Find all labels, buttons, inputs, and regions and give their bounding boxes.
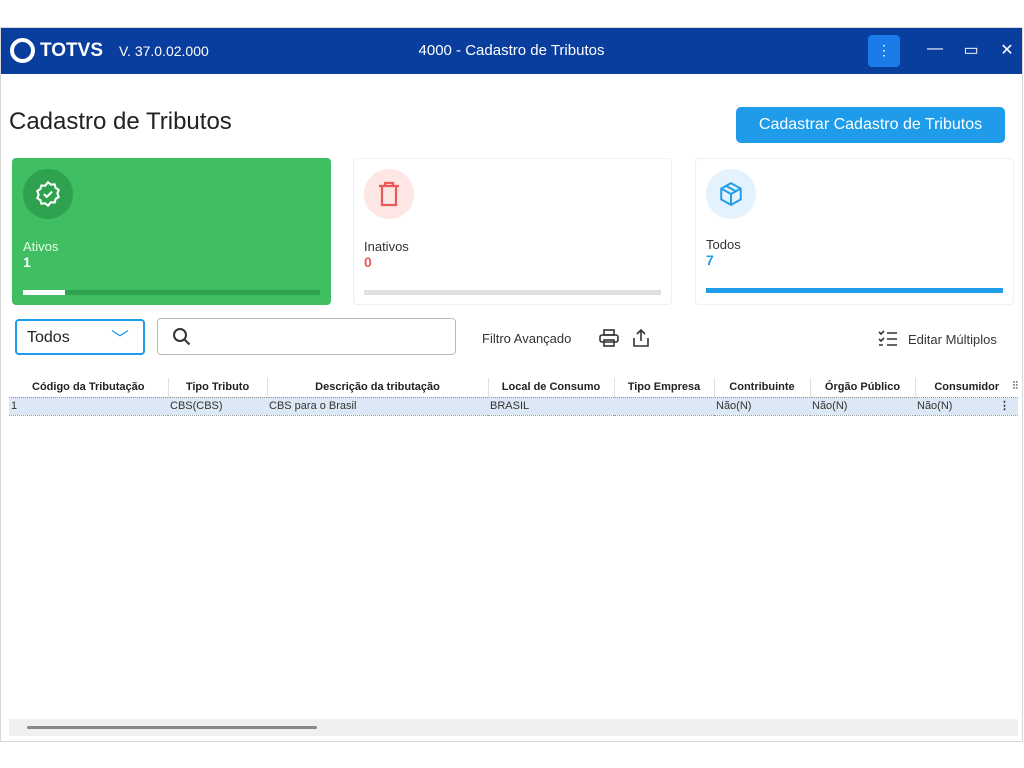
page-title: Cadastro de Tributos <box>9 108 232 135</box>
column-header-label: Consumidor <box>934 381 1000 394</box>
totvs-logo: TOTVS <box>10 38 103 63</box>
print-icon[interactable] <box>599 329 619 347</box>
row-actions-icon[interactable]: ⋮ <box>999 399 1010 412</box>
box-icon <box>706 169 756 219</box>
cell: Não(N) <box>810 396 915 416</box>
card-ativos[interactable]: Ativos 1 <box>12 158 331 305</box>
card-inativos[interactable]: Inativos 0 <box>353 158 672 305</box>
title-bar: TOTVS V. 37.0.02.000 4000 - Cadastro de … <box>1 28 1022 74</box>
table-row[interactable]: 1 CBS(CBS) CBS para o Brasil BRASIL Não(… <box>9 396 1018 416</box>
search-input[interactable] <box>157 318 456 355</box>
progress-bar <box>23 290 320 295</box>
column-header[interactable]: Tipo Empresa <box>614 378 715 397</box>
status-select[interactable]: Todos ﹀ <box>15 319 145 355</box>
edit-multiple-button[interactable]: Editar Múltiplos <box>908 332 997 347</box>
card-todos[interactable]: Todos 7 <box>695 158 1014 305</box>
brand-name: TOTVS <box>40 39 103 61</box>
checklist-icon <box>878 330 897 346</box>
progress-bar <box>364 290 661 295</box>
card-label: Inativos <box>364 239 409 254</box>
create-tributo-button[interactable]: Cadastrar Cadastro de Tributos <box>736 107 1005 143</box>
cell: CBS(CBS) <box>168 396 267 416</box>
version-label: V. 37.0.02.000 <box>119 43 209 59</box>
trash-icon <box>364 169 414 219</box>
status-select-value: Todos <box>27 329 70 346</box>
tributos-table: Código da Tributação Tipo Tributo Descri… <box>9 378 1018 416</box>
card-value: 7 <box>706 252 714 268</box>
badge-check-icon <box>23 169 73 219</box>
cell: Não(N) ⋮ <box>915 396 1018 416</box>
column-header[interactable]: Órgão Público <box>810 378 916 397</box>
app-window: TOTVS V. 37.0.02.000 4000 - Cadastro de … <box>0 27 1023 742</box>
maximize-icon[interactable]: ▭ <box>963 42 979 59</box>
cell: Não(N) <box>714 396 810 416</box>
search-icon <box>173 328 191 346</box>
progress-bar <box>706 288 1003 293</box>
column-header[interactable]: Contribuinte <box>714 378 811 397</box>
card-label: Ativos <box>23 239 59 254</box>
horizontal-scrollbar[interactable] <box>9 719 1018 736</box>
card-label: Todos <box>706 237 741 252</box>
card-value: 1 <box>23 254 31 270</box>
minimize-icon[interactable]: — <box>927 40 943 57</box>
window-title: 4000 - Cadastro de Tributos <box>418 42 605 59</box>
advanced-filter-link[interactable]: Filtro Avançado <box>482 331 572 346</box>
cell: 1 <box>9 396 168 416</box>
cell-value: Não(N) <box>917 400 953 412</box>
column-header[interactable]: Tipo Tributo <box>168 378 268 397</box>
scrollbar-thumb[interactable] <box>27 726 317 729</box>
close-icon[interactable]: ✕ <box>1000 42 1014 59</box>
column-settings-icon[interactable]: ⫶⫶ <box>1010 380 1018 393</box>
cell: CBS para o Brasil <box>267 396 488 416</box>
card-value: 0 <box>364 254 372 270</box>
column-header[interactable]: Local de Consumo <box>488 378 615 397</box>
cell: BRASIL <box>488 396 614 416</box>
column-header[interactable]: Descrição da tributação <box>267 378 489 397</box>
chevron-down-icon: ﹀ <box>111 329 129 349</box>
export-icon[interactable] <box>632 328 650 348</box>
column-header[interactable]: Código da Tributação <box>9 378 169 397</box>
cell <box>614 396 714 416</box>
column-header[interactable]: Consumidor ⫶⫶ <box>915 378 1018 397</box>
more-options-button[interactable]: ⋮ <box>868 35 900 67</box>
